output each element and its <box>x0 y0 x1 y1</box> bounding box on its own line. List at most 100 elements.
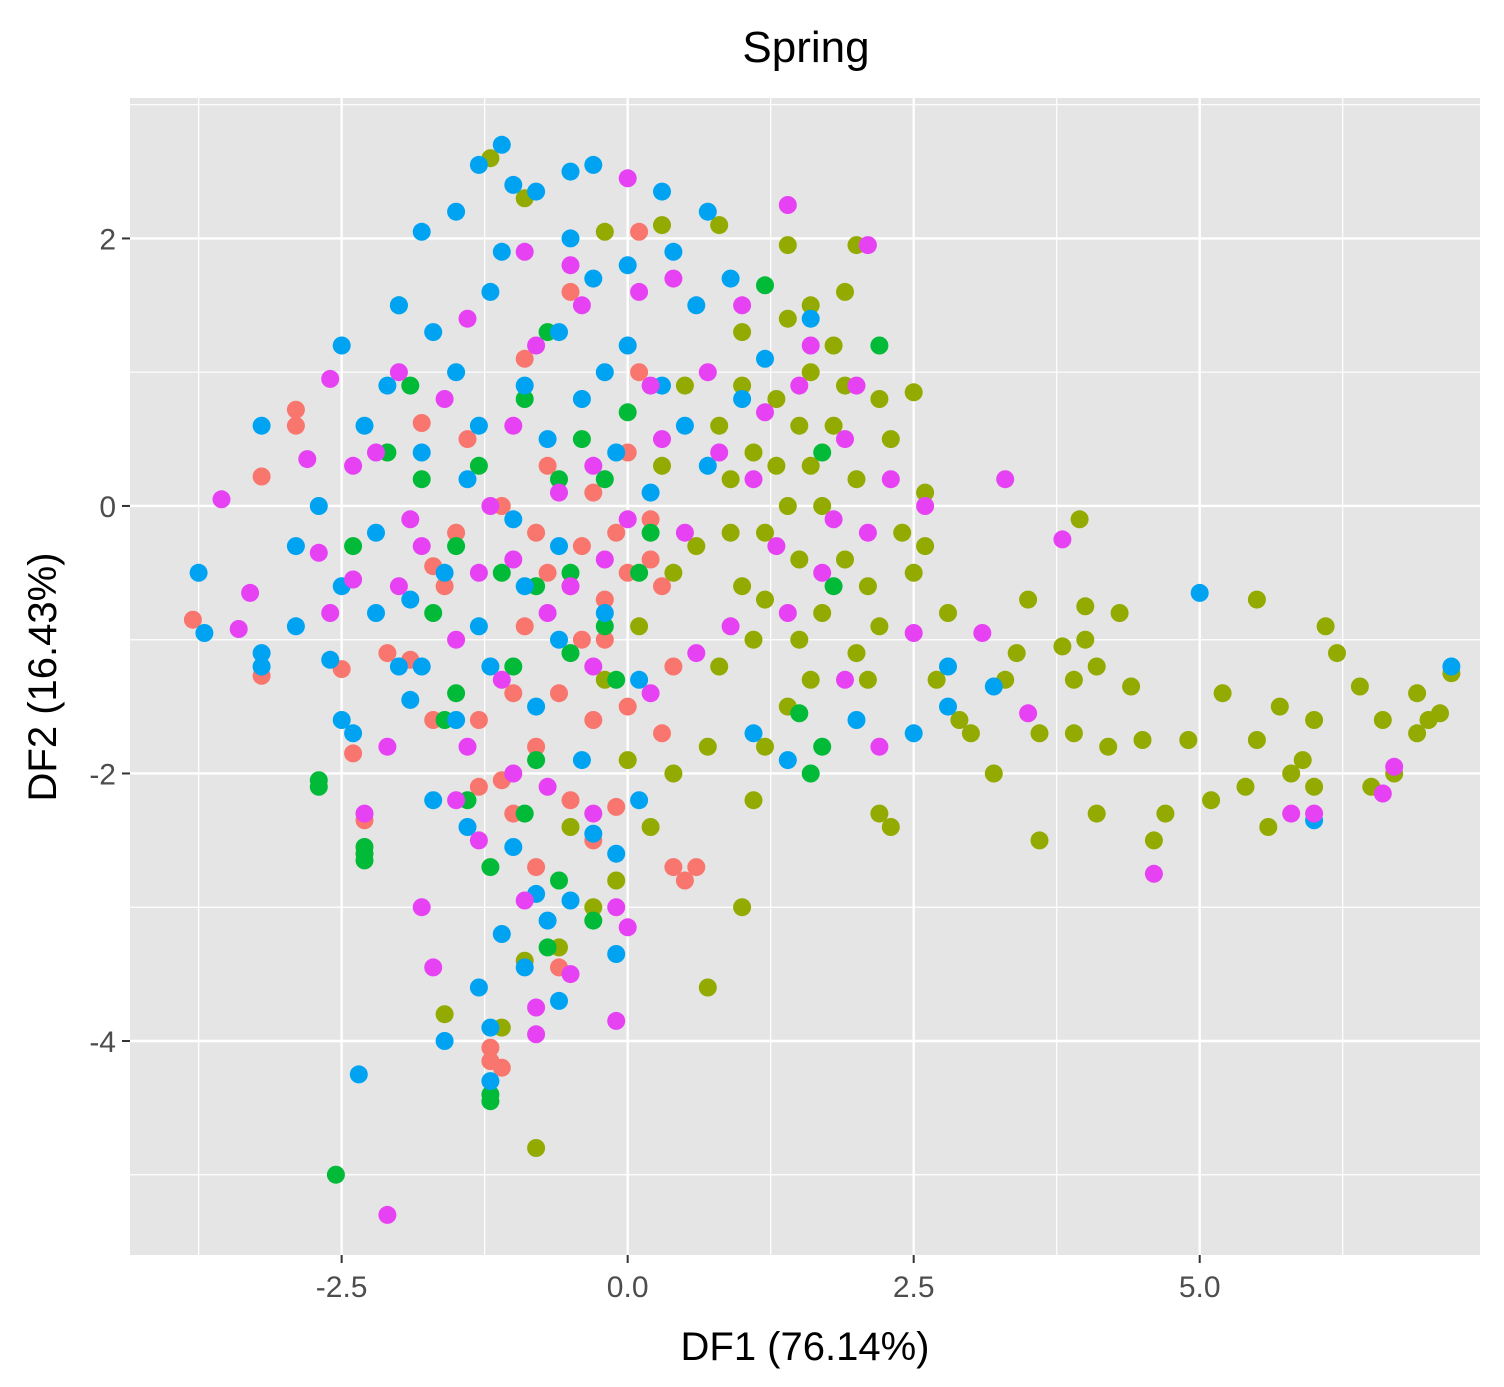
data-point <box>481 1092 500 1111</box>
x-axis-title: DF1 (76.14%) <box>681 1325 930 1369</box>
data-point <box>1099 737 1118 756</box>
data-point <box>504 838 523 856</box>
data-point <box>286 400 305 419</box>
data-point <box>504 764 523 783</box>
data-point <box>698 456 717 475</box>
data-point <box>412 470 431 489</box>
data-point <box>618 256 637 275</box>
data-point <box>412 443 431 462</box>
data-point <box>538 456 557 475</box>
data-point <box>367 443 385 462</box>
data-point <box>1442 657 1461 676</box>
data-point <box>298 450 317 469</box>
data-point <box>1305 711 1324 729</box>
data-point <box>447 523 466 542</box>
data-point <box>801 296 820 315</box>
data-point <box>767 390 786 408</box>
data-point <box>630 791 649 810</box>
data-point <box>881 470 900 489</box>
data-point <box>744 630 763 649</box>
data-point <box>653 182 671 201</box>
data-point <box>1270 697 1289 716</box>
data-point <box>1053 530 1072 549</box>
data-point <box>607 443 626 462</box>
data-point <box>424 791 443 810</box>
data-point <box>870 390 889 408</box>
data-point <box>744 791 763 810</box>
data-point <box>344 537 363 556</box>
data-point <box>653 577 671 596</box>
data-point <box>950 711 969 729</box>
data-point <box>698 978 717 997</box>
data-point <box>756 590 774 609</box>
data-point <box>389 657 408 676</box>
data-point <box>721 617 740 636</box>
data-point <box>492 135 511 154</box>
data-point <box>424 958 443 977</box>
data-point <box>527 182 546 201</box>
data-point <box>1247 731 1266 749</box>
data-point <box>527 751 546 770</box>
data-point <box>778 497 797 515</box>
data-point <box>401 590 420 609</box>
data-point <box>790 416 809 435</box>
data-point <box>778 236 797 255</box>
data-point <box>1076 630 1095 649</box>
data-point <box>836 550 854 569</box>
data-point <box>733 323 752 342</box>
data-point <box>572 751 591 770</box>
series-0 <box>183 222 706 1077</box>
data-points <box>183 135 1461 1224</box>
data-point <box>1282 804 1301 823</box>
data-point <box>447 537 466 556</box>
data-point <box>847 711 866 729</box>
data-point <box>744 443 763 462</box>
data-point <box>824 336 843 355</box>
data-point <box>321 369 340 388</box>
data-point <box>824 510 843 529</box>
data-point <box>904 724 923 743</box>
data-point <box>1030 831 1049 850</box>
data-point <box>412 222 431 241</box>
data-point <box>664 242 683 261</box>
data-point <box>641 818 660 836</box>
x-tick-label: 0.0 <box>607 1271 649 1304</box>
data-point <box>367 604 385 622</box>
data-point <box>435 1032 454 1050</box>
data-point <box>630 222 649 241</box>
data-point <box>1293 751 1312 770</box>
data-point <box>1202 791 1221 810</box>
data-point <box>538 563 557 582</box>
data-point <box>389 296 408 315</box>
data-point <box>858 670 877 689</box>
data-point <box>1133 731 1152 749</box>
data-point <box>447 363 466 382</box>
x-tick-label: 5.0 <box>1179 1271 1221 1304</box>
data-point <box>469 155 488 174</box>
y-axis-title: DF2 (16.43%) <box>21 553 65 802</box>
data-point <box>1350 677 1369 696</box>
data-point <box>481 657 500 676</box>
data-point <box>630 563 649 582</box>
data-point <box>212 490 231 509</box>
data-point <box>309 543 328 562</box>
data-point <box>675 871 694 890</box>
data-point <box>847 644 866 663</box>
data-point <box>561 282 580 301</box>
data-point <box>344 570 363 589</box>
data-point <box>572 296 591 315</box>
data-point <box>790 550 809 569</box>
data-point <box>870 737 889 756</box>
data-point <box>561 965 580 984</box>
data-point <box>1316 617 1335 636</box>
y-tick-label: 2 <box>99 223 116 256</box>
data-point <box>916 497 935 515</box>
data-point <box>778 196 797 214</box>
data-point <box>687 858 706 877</box>
data-point <box>710 216 729 235</box>
data-point <box>550 684 568 703</box>
data-point <box>721 269 740 288</box>
data-point <box>355 851 374 870</box>
data-point <box>595 470 614 489</box>
data-point <box>858 577 877 596</box>
